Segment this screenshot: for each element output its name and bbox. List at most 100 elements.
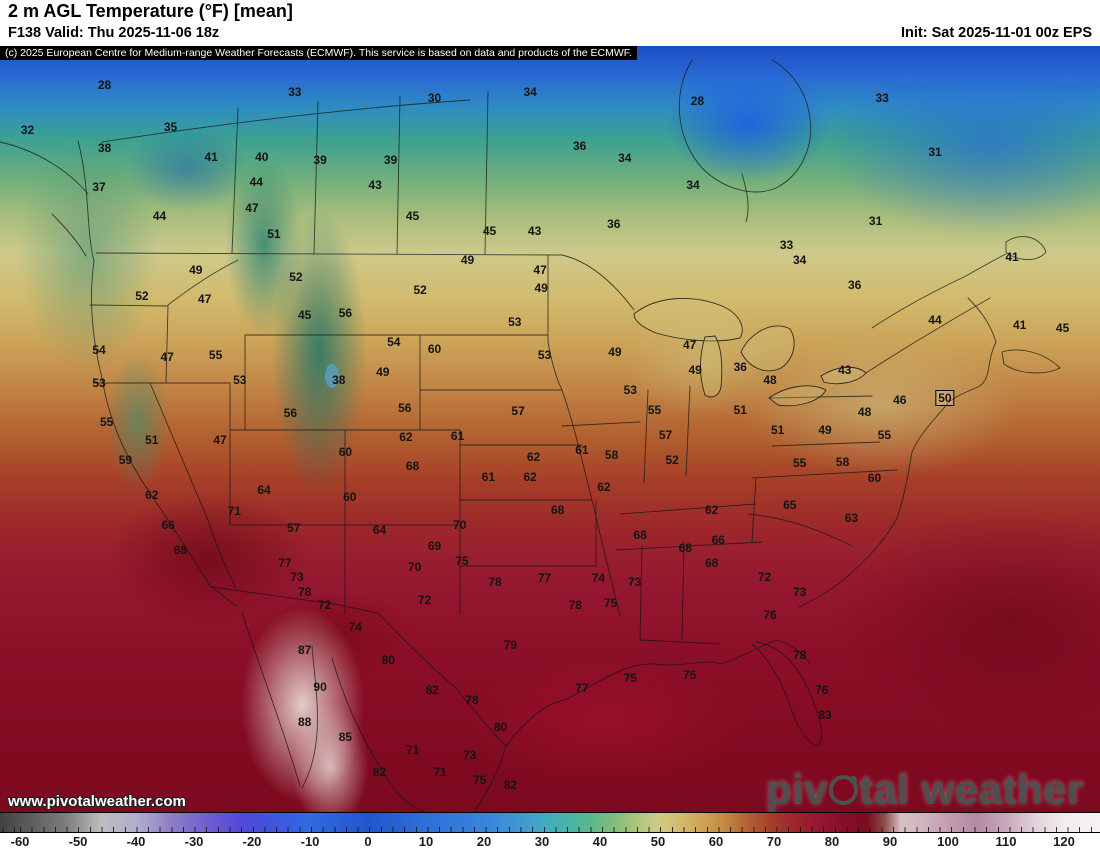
temp-label: 49	[189, 262, 203, 277]
temp-label: 79	[503, 638, 518, 652]
temp-label: 85	[338, 729, 353, 744]
temp-label: 54	[92, 343, 106, 358]
temp-label: 49	[460, 252, 475, 267]
temp-label: 48	[763, 372, 777, 387]
temp-label: 39	[313, 153, 327, 168]
temp-label: 78	[793, 647, 807, 662]
temp-label: 53	[623, 382, 637, 397]
temp-label: 66	[711, 533, 725, 548]
temp-label: 34	[618, 150, 632, 165]
temp-label: 45	[482, 224, 497, 239]
temp-label: 55	[793, 455, 807, 470]
colorbar-tick-label: 90	[882, 834, 898, 849]
colorbar-tick-label: 60	[708, 834, 724, 849]
colorbar-tick-label: 80	[824, 834, 840, 849]
temp-label: 55	[208, 347, 223, 362]
temp-label: 70	[408, 559, 422, 574]
temp-label: 44	[152, 209, 167, 224]
temp-label: 33	[288, 84, 302, 99]
temp-label: 44	[249, 175, 263, 190]
temp-label: 82	[425, 683, 439, 698]
temp-label: 28	[690, 94, 705, 109]
temperature-map[interactable]: 28 33 30 34 28 33 32 35 38 41 40 39 39 36 34 31 37 44 43 34…	[0, 46, 1100, 812]
colorbar-tick-label: 100	[937, 834, 959, 849]
temp-label: 71	[227, 503, 241, 518]
temp-label: 45	[298, 307, 312, 322]
temp-label: 58	[604, 448, 619, 463]
temp-label: 77	[537, 571, 552, 586]
temp-label: 40	[255, 150, 269, 165]
temp-label: 35	[163, 120, 178, 135]
temp-label: 51	[267, 226, 281, 241]
logo-compass-icon	[828, 774, 859, 805]
temp-label: 34	[523, 84, 537, 99]
temp-label: 41	[1005, 249, 1019, 264]
temp-label: 47	[197, 291, 212, 306]
colorbar-tick-label: -30	[184, 834, 204, 849]
temp-label: 43	[527, 224, 542, 239]
temp-label: 68	[633, 527, 647, 542]
temp-label: 75	[683, 667, 697, 682]
colorbar-tick-label: 20	[476, 834, 492, 849]
temp-label: 64	[372, 523, 387, 538]
temp-label: 73	[290, 569, 304, 584]
colorbar-tick-label: 10	[418, 834, 434, 849]
temp-label: 68	[678, 540, 692, 555]
temp-label: 75	[623, 670, 637, 685]
temp-label: 49	[534, 281, 548, 296]
temp-label: 56	[283, 405, 298, 420]
temp-label: 74	[591, 571, 606, 586]
colorbar-tick-label: 50	[650, 834, 666, 849]
temp-label: 49	[608, 344, 622, 359]
temp-label: 55	[100, 415, 114, 430]
temp-label: 66	[161, 517, 175, 532]
temp-label: 36	[573, 139, 587, 154]
temp-label: 60	[338, 444, 353, 459]
temp-label: 63	[844, 510, 859, 525]
temp-labels-layer: 28 33 30 34 28 33 32 35 38 41 40 39 39 36 34 31 37 44 43 34…	[0, 46, 1100, 812]
colorbar: -60 -50 -40 -30 -20 -10 0 10 20 30 40 50 60 70 80 90 100…	[0, 812, 1100, 850]
temp-label: 71	[433, 765, 447, 780]
colorbar-tick-label: 30	[534, 834, 550, 849]
temp-label: 28	[97, 78, 112, 93]
temp-label: 48	[857, 405, 872, 420]
temp-label: 73	[628, 575, 642, 590]
temp-label: 34	[686, 177, 700, 192]
temp-label: 32	[20, 123, 35, 138]
temp-label: 47	[533, 262, 547, 277]
temp-label: 78	[488, 575, 502, 590]
temp-label: 54	[387, 334, 401, 349]
valid-time-label: F138 Valid: Thu 2025-11-06 18z	[8, 25, 220, 41]
temp-label: 69	[427, 539, 442, 554]
temp-label: 90	[313, 680, 327, 695]
colorbar-tick-label: -60	[10, 834, 30, 849]
temp-label: 88	[298, 715, 312, 730]
temp-label: 87	[298, 643, 312, 658]
temp-label: 51	[145, 432, 159, 447]
temp-label: 43	[838, 363, 852, 378]
temp-label: 52	[135, 288, 149, 303]
temp-label: 64	[257, 483, 271, 498]
colorbar-tick-label: 0	[364, 834, 372, 849]
colorbar-tick-label: -20	[242, 834, 262, 849]
watermark-text: www.pivotalweather.com	[8, 793, 186, 810]
temp-label: 33	[779, 238, 794, 253]
temp-label: 39	[383, 153, 398, 168]
temp-label: 83	[818, 707, 832, 722]
temp-label: 51	[771, 422, 785, 437]
temp-label: 76	[763, 608, 777, 623]
temp-label: 62	[526, 450, 541, 465]
temp-label: 41	[1013, 317, 1027, 332]
temp-label: 44	[928, 313, 942, 328]
temp-label: 31	[928, 144, 942, 159]
temp-label: 71	[405, 742, 420, 757]
temp-label: 62	[523, 470, 537, 485]
temp-label: 56	[398, 401, 412, 416]
temp-label: 47	[213, 432, 227, 447]
temp-label: 36	[733, 359, 747, 374]
temp-label: 78	[298, 585, 312, 600]
temp-label: 60	[343, 490, 357, 505]
temp-label: 30	[427, 91, 442, 106]
temp-label: 36	[848, 277, 862, 292]
